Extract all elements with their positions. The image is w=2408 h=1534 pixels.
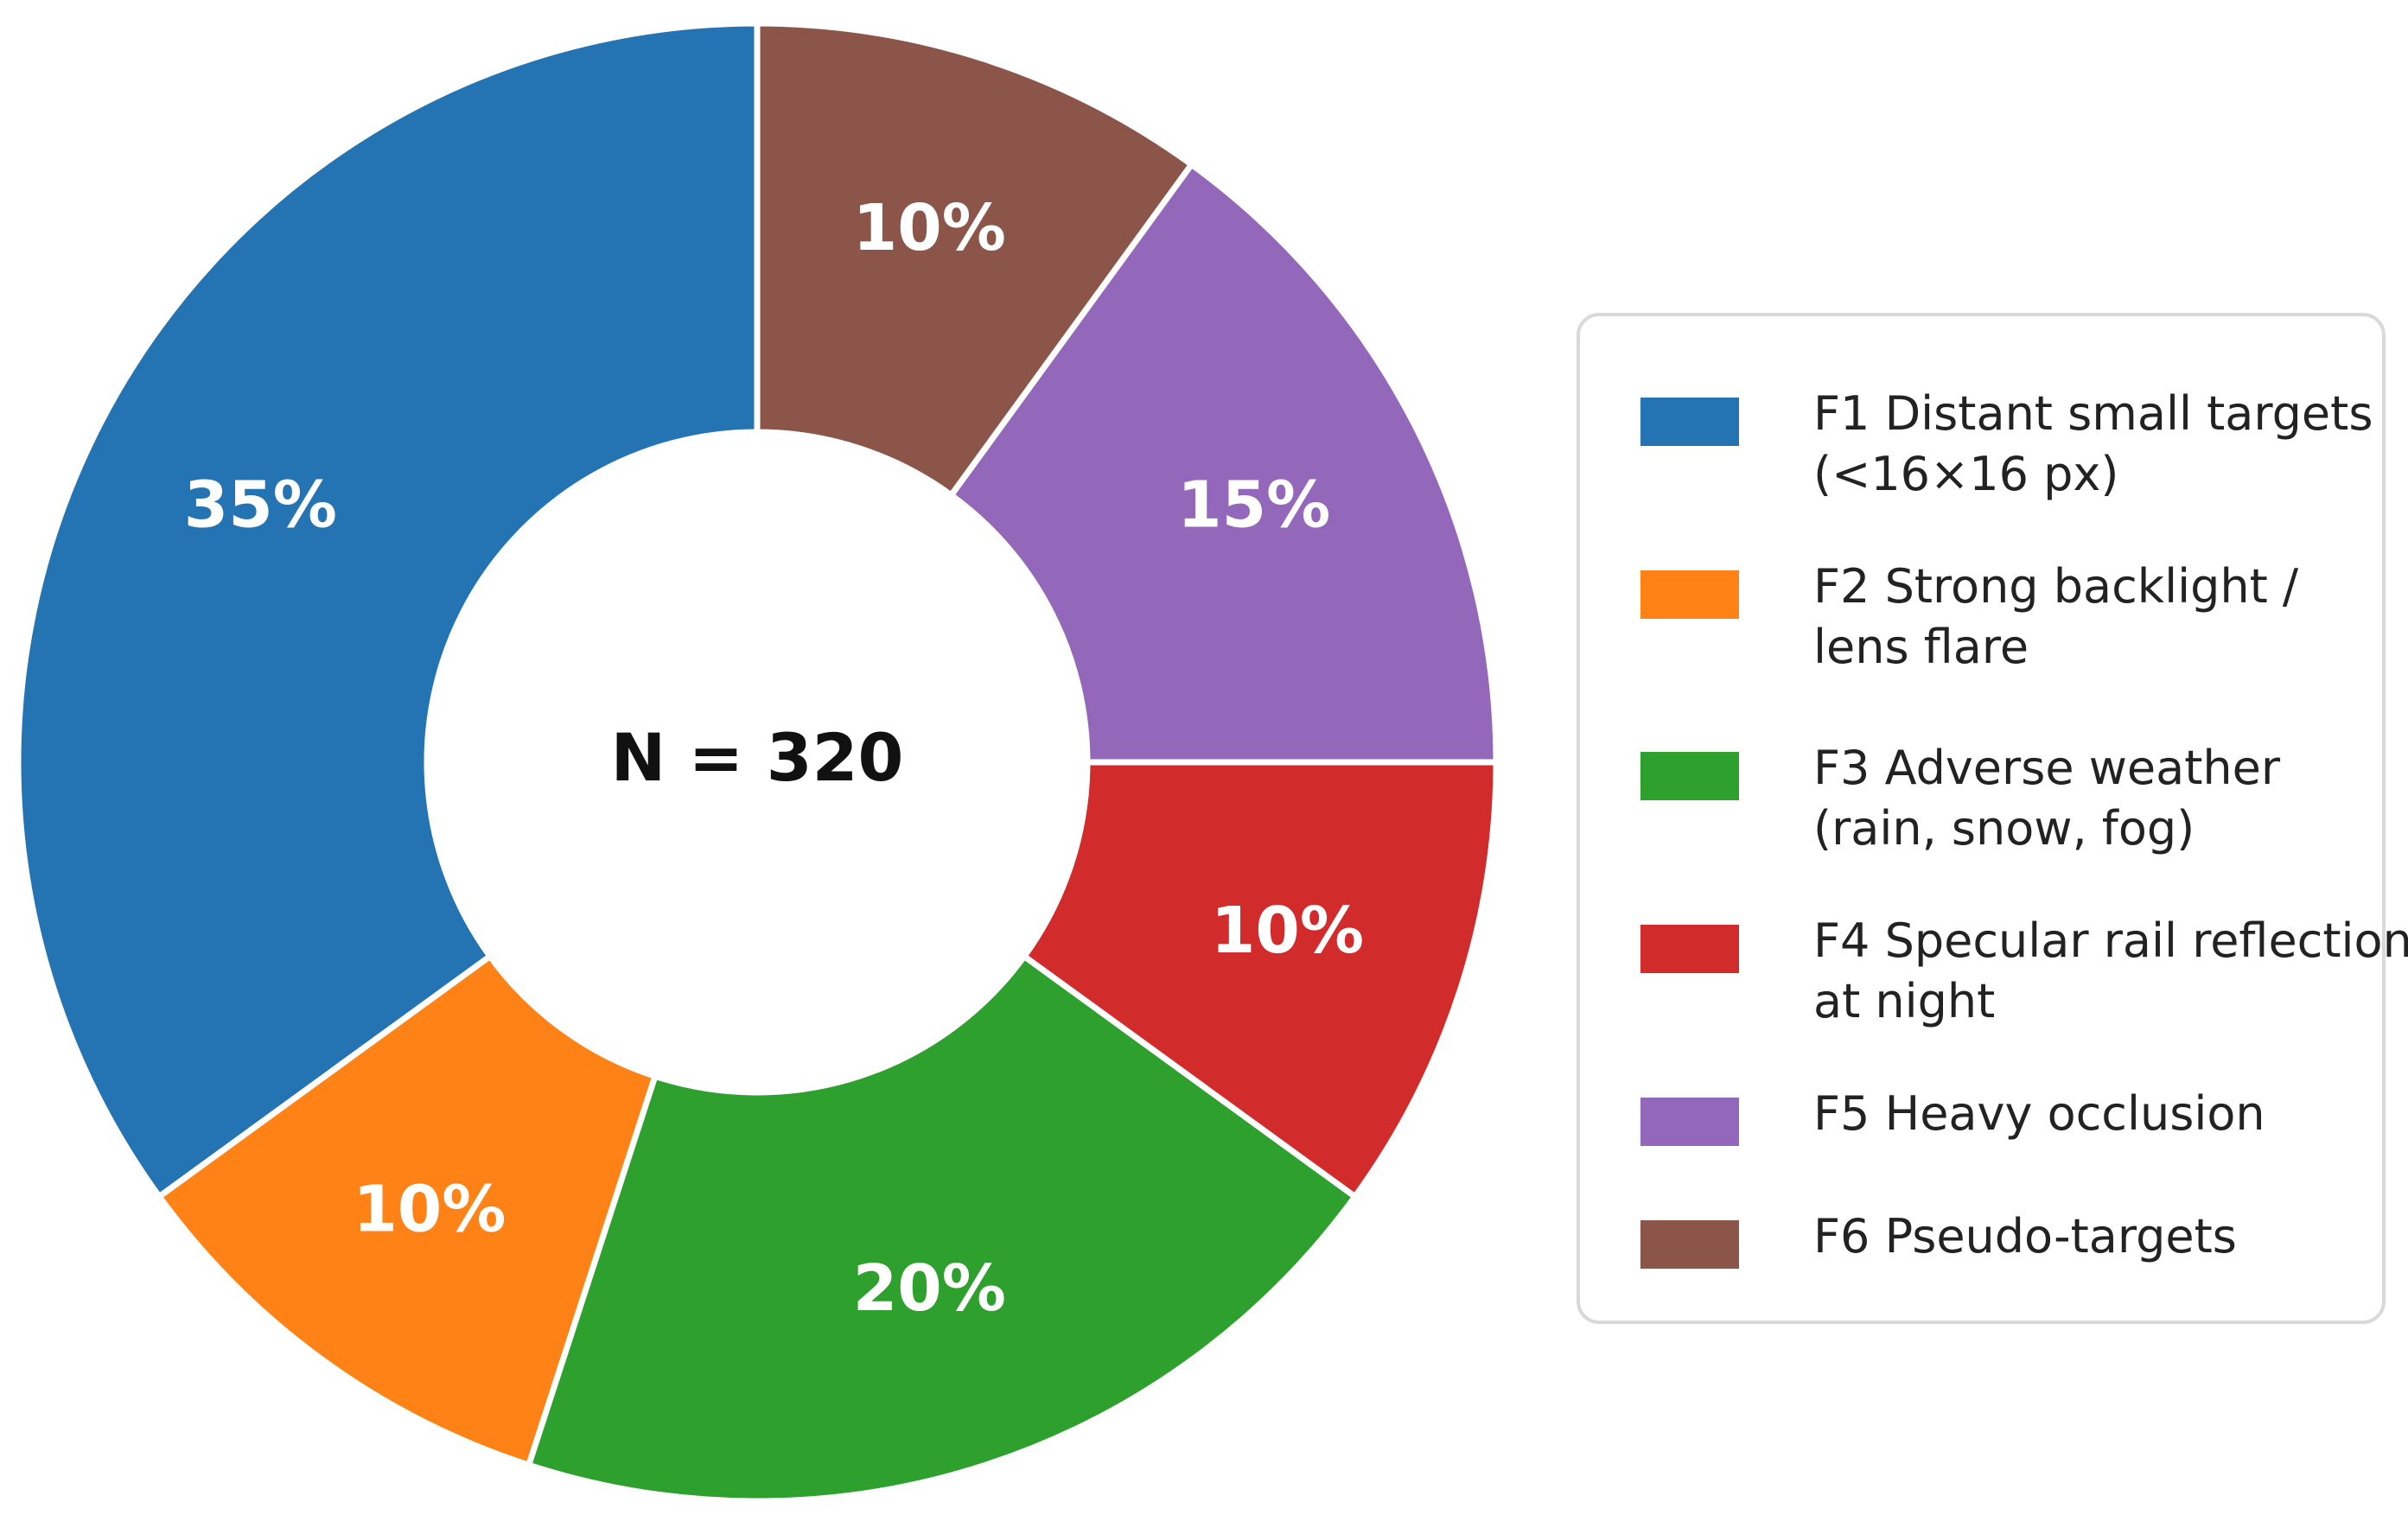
center-total-label: N = 320 <box>611 719 904 796</box>
slice-6-label: 10% <box>853 191 1006 265</box>
slices-group <box>15 20 1500 1505</box>
legend-entry-4: F4 Specular rail reflection at night <box>1640 911 2408 1032</box>
legend-entry-3: F3 Adverse weather (rain, snow, fog) <box>1640 738 2367 859</box>
slice-5 <box>948 161 1500 766</box>
legend-swatch-5 <box>1640 1098 1739 1146</box>
legend-label-1-line-1: F1 Distant small targets <box>1813 386 2373 441</box>
legend-label-4: F4 Specular rail reflection at night <box>1813 911 2408 1032</box>
legend-label-4-line-2: at night <box>1813 974 1996 1028</box>
slice-1-label: 35% <box>184 468 337 543</box>
legend: F1 Distant small targets (<16×16 px) F2 St… <box>1577 313 2408 1324</box>
slice-4 <box>1021 759 1500 1200</box>
slice-6 <box>754 20 1195 499</box>
legend-swatch-2 <box>1640 570 1739 619</box>
legend-label-3-line-2: (rain, snow, fog) <box>1813 801 2195 856</box>
legend-label-6: F6 Pseudo-targets <box>1813 1206 2367 1267</box>
slice-2-label: 10% <box>353 1172 506 1246</box>
legend-label-5-line-1: F5 Heavy occlusion <box>1813 1086 2265 1141</box>
legend-entry-6: F6 Pseudo-targets <box>1640 1206 2367 1269</box>
legend-swatch-4 <box>1640 925 1739 973</box>
legend-label-2: F2 Strong backlight / lens flare <box>1813 557 2367 678</box>
slice-labels-group: 35% 10% 20% 10% 15% 10% <box>184 191 1364 1326</box>
legend-label-1: F1 Distant small targets (<16×16 px) <box>1813 384 2373 505</box>
legend-entry-5: F5 Heavy occlusion <box>1640 1084 2367 1146</box>
slice-3 <box>526 953 1359 1505</box>
legend-swatch-3 <box>1640 752 1739 800</box>
legend-label-6-line-1: F6 Pseudo-targets <box>1813 1209 2237 1263</box>
slice-4-label: 10% <box>1211 894 1364 968</box>
slice-1 <box>15 20 761 1200</box>
legend-entry-2: F2 Strong backlight / lens flare <box>1640 557 2367 678</box>
legend-swatch-1 <box>1640 398 1739 446</box>
legend-label-2-line-1: F2 Strong backlight / <box>1813 559 2299 614</box>
legend-label-4-line-1: F4 Specular rail reflection <box>1813 913 2408 968</box>
legend-label-2-line-2: lens flare <box>1813 620 2029 674</box>
legend-swatch-6 <box>1640 1220 1739 1269</box>
slice-2 <box>156 953 659 1468</box>
legend-label-1-line-2: (<16×16 px) <box>1813 447 2119 501</box>
legend-label-3-line-1: F3 Adverse weather <box>1813 741 2281 795</box>
legend-entry-1: F1 Distant small targets (<16×16 px) <box>1640 384 2373 505</box>
slice-5-label: 15% <box>1177 468 1330 543</box>
slice-3-label: 20% <box>853 1251 1006 1326</box>
legend-label-5: F5 Heavy occlusion <box>1813 1084 2367 1144</box>
legend-label-3: F3 Adverse weather (rain, snow, fog) <box>1813 738 2367 859</box>
